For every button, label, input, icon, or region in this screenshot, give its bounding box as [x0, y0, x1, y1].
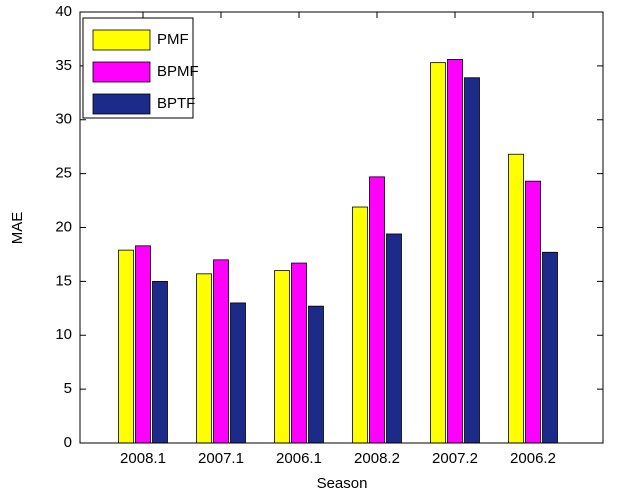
bar: [213, 259, 229, 444]
x-tick-label: 2006.1: [276, 450, 322, 467]
legend-swatch: [92, 61, 151, 83]
bar: [291, 262, 307, 444]
bar: [542, 251, 558, 444]
x-axis-label: Season: [317, 475, 368, 492]
axes-box: [79, 11, 604, 444]
y-tick-label: 5: [64, 380, 72, 397]
x-tick-label: 2007.1: [198, 450, 244, 467]
bar: [118, 249, 134, 444]
y-tick-label: 15: [55, 272, 72, 289]
y-axis-label: MAE: [9, 212, 26, 245]
legend-swatch: [92, 93, 151, 115]
y-tick-label: 35: [55, 57, 72, 74]
x-tick-label: 2007.2: [432, 450, 478, 467]
bar: [352, 206, 368, 444]
bar: [430, 62, 446, 444]
bar: [196, 273, 212, 444]
y-tick-label: 0: [64, 434, 72, 451]
bar: [508, 153, 524, 444]
legend-swatch: [92, 29, 151, 51]
bar: [386, 233, 402, 444]
bar: [464, 77, 480, 444]
bar: [308, 305, 324, 444]
y-tick-label: 30: [55, 111, 72, 128]
bar: [369, 176, 385, 444]
legend-label: BPTF: [157, 95, 195, 112]
y-tick-label: 40: [55, 3, 72, 20]
bar: [525, 180, 541, 444]
y-tick-label: 25: [55, 165, 72, 182]
bar: [447, 59, 463, 444]
y-tick-label: 20: [55, 218, 72, 235]
x-tick-label: 2008.2: [354, 450, 400, 467]
legend-label: PMF: [157, 31, 189, 48]
bar: [152, 280, 168, 444]
bar: [230, 302, 246, 444]
bar: [274, 270, 290, 444]
bar: [135, 245, 151, 444]
x-tick-label: 2008.1: [120, 450, 166, 467]
x-tick-label: 2006.2: [510, 450, 556, 467]
legend-label: BPMF: [157, 63, 199, 80]
y-tick-label: 10: [55, 326, 72, 343]
